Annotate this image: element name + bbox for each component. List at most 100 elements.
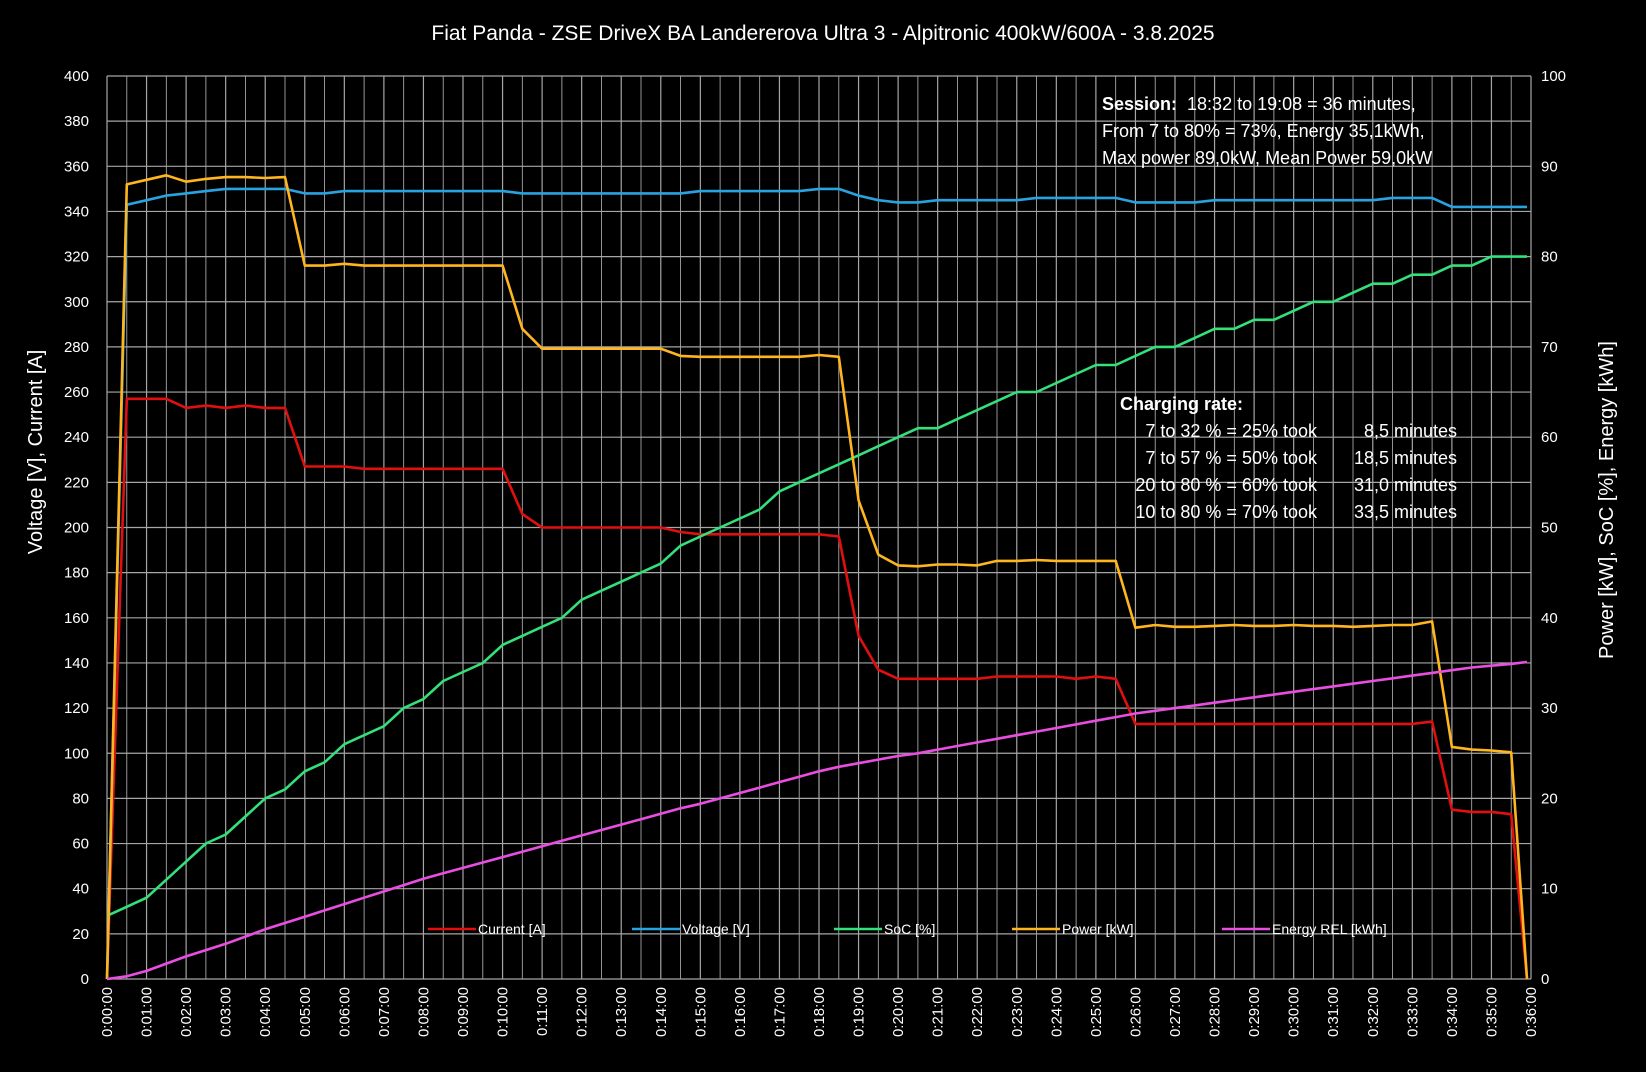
left-tick-label: 200 bbox=[64, 520, 89, 537]
chart-title: Fiat Panda - ZSE DriveX BA Landererova U… bbox=[431, 22, 1214, 45]
right-tick-label: 20 bbox=[1541, 790, 1558, 807]
right-tick-label: 50 bbox=[1541, 520, 1558, 537]
x-tick-label: 0:21:00 bbox=[930, 987, 947, 1037]
session-label: Session: bbox=[1102, 94, 1177, 114]
x-tick-label: 0:25:00 bbox=[1088, 987, 1105, 1037]
series-line-soc bbox=[106, 255, 1527, 917]
left-tick-label: 160 bbox=[64, 610, 89, 627]
left-tick-label: 280 bbox=[64, 339, 89, 356]
x-tick-label: 0:24:00 bbox=[1048, 987, 1065, 1037]
left-tick-label: 0 bbox=[81, 971, 89, 988]
x-tick-label: 0:05:00 bbox=[297, 987, 314, 1037]
legend: Current [A] Voltage [V] SoC [%] Power [kW] E… bbox=[428, 921, 1387, 937]
left-tick-label: 20 bbox=[72, 926, 89, 943]
right-axis-label: Power [kW], SoC [%], Energy [kWh] bbox=[1596, 341, 1618, 659]
session-line-2: From 7 to 80% = 73%, Energy 35,1kWh, bbox=[1102, 121, 1425, 141]
x-tick-label: 0:15:00 bbox=[692, 987, 709, 1037]
left-tick-label: 100 bbox=[64, 745, 89, 762]
x-tick-label: 0:04:00 bbox=[257, 987, 274, 1037]
left-tick-label: 380 bbox=[64, 113, 89, 130]
x-tick-label: 0:11:00 bbox=[534, 987, 551, 1036]
x-tick-label: 0:03:00 bbox=[218, 987, 235, 1037]
right-tick-label: 30 bbox=[1541, 700, 1558, 717]
x-tick-label: 0:23:00 bbox=[1009, 987, 1026, 1037]
x-tick-label: 0:09:00 bbox=[455, 987, 472, 1037]
left-tick-label: 140 bbox=[64, 655, 89, 672]
left-tick-label: 120 bbox=[64, 700, 89, 717]
right-tick-label: 70 bbox=[1541, 339, 1558, 356]
legend-label: SoC [%] bbox=[884, 921, 935, 937]
x-tick-label: 0:12:00 bbox=[574, 987, 591, 1037]
series-line-current bbox=[105, 397, 1529, 980]
left-tick-label: 80 bbox=[72, 790, 89, 807]
charging-rate-time: 18,5 minutes bbox=[1354, 448, 1457, 468]
left-tick-label: 400 bbox=[64, 68, 89, 85]
left-tick-label: 240 bbox=[64, 429, 89, 446]
x-tick-label: 0:10:00 bbox=[495, 987, 512, 1037]
series-line-power bbox=[105, 174, 1529, 980]
x-tick-label: 0:19:00 bbox=[851, 987, 868, 1037]
left-tick-label: 340 bbox=[64, 203, 89, 220]
charging-rate-range: 7 to 32 % = 25% took bbox=[1145, 421, 1318, 441]
session-line-1: Session: 18:32 to 19:08 = 36 minutes, bbox=[1102, 94, 1416, 114]
x-tick-label: 0:01:00 bbox=[139, 987, 156, 1037]
left-tick-label: 320 bbox=[64, 249, 89, 266]
legend-label: Energy REL [kWh] bbox=[1272, 921, 1387, 937]
x-tick-label: 0:27:00 bbox=[1167, 987, 1184, 1037]
x-tick-label: 0:33:00 bbox=[1404, 987, 1421, 1037]
left-axis-label: Voltage [V], Current [A] bbox=[25, 350, 47, 555]
x-tick-label: 0:30:00 bbox=[1286, 987, 1303, 1037]
x-tick-label: 0:29:00 bbox=[1246, 987, 1263, 1037]
x-tick-label: 0:36:00 bbox=[1523, 987, 1540, 1037]
session-line-1-rest: 18:32 to 19:08 = 36 minutes, bbox=[1177, 94, 1416, 114]
x-tick-label: 0:02:00 bbox=[178, 987, 195, 1037]
x-tick-label: 0:26:00 bbox=[1127, 987, 1144, 1037]
x-tick-label: 0:35:00 bbox=[1483, 987, 1500, 1037]
charging-rate-time: 8,5 minutes bbox=[1364, 421, 1457, 441]
x-tick-label: 0:17:00 bbox=[771, 987, 788, 1037]
x-tick-label: 0:32:00 bbox=[1365, 987, 1382, 1037]
x-tick-label: 0:16:00 bbox=[732, 987, 749, 1037]
x-tick-label: 0:31:00 bbox=[1325, 987, 1342, 1037]
legend-label: Current [A] bbox=[478, 921, 546, 937]
right-tick-label: 40 bbox=[1541, 610, 1558, 627]
series-line-energy bbox=[106, 660, 1528, 981]
charging-rate-annotation: Charging rate: 7 to 32 % = 25% took 8,5 … bbox=[1120, 394, 1457, 522]
left-tick-label: 260 bbox=[64, 384, 89, 401]
grid bbox=[106, 75, 1532, 980]
x-tick-label: 0:28:00 bbox=[1207, 987, 1224, 1037]
charging-rate-label: Charging rate: bbox=[1120, 394, 1243, 414]
right-tick-label: 10 bbox=[1541, 881, 1558, 898]
x-tick-label: 0:00:00 bbox=[99, 987, 116, 1037]
x-tick-label: 0:18:00 bbox=[811, 987, 828, 1037]
left-tick-label: 300 bbox=[64, 294, 89, 311]
charging-rate-range: 7 to 57 % = 50% took bbox=[1145, 448, 1318, 468]
x-tick-label: 0:08:00 bbox=[415, 987, 432, 1037]
charging-rate-time: 31,0 minutes bbox=[1354, 475, 1457, 495]
right-tick-label: 100 bbox=[1541, 68, 1566, 85]
series-lines bbox=[105, 174, 1529, 981]
x-tick-label: 0:20:00 bbox=[890, 987, 907, 1037]
left-tick-labels: 0 20 40 60 80 100 120 140 160 180 200 220 240 260 280 3… bbox=[64, 68, 89, 988]
right-tick-label: 60 bbox=[1541, 429, 1558, 446]
x-tick-label: 0:07:00 bbox=[376, 987, 393, 1037]
left-tick-label: 60 bbox=[72, 836, 89, 853]
charging-rate-range: 20 to 80 % = 60% took bbox=[1135, 475, 1318, 495]
right-tick-labels: 0 10 20 30 40 50 60 70 80 90 100 bbox=[1541, 68, 1566, 988]
x-tick-label: 0:34:00 bbox=[1444, 987, 1461, 1037]
left-tick-label: 180 bbox=[64, 565, 89, 582]
right-tick-label: 80 bbox=[1541, 249, 1558, 266]
x-tick-labels: 0:00:00 0:01:00 0:02:00 0:03:00 0:04:00 0:05:… bbox=[99, 987, 1540, 1037]
left-tick-label: 220 bbox=[64, 474, 89, 491]
session-line-3: Max power 89,0kW, Mean Power 59,0kW bbox=[1102, 148, 1432, 168]
charging-rate-time: 33,5 minutes bbox=[1354, 502, 1457, 522]
session-annotation: Session: 18:32 to 19:08 = 36 minutes, Fr… bbox=[1102, 94, 1432, 168]
legend-label: Voltage [V] bbox=[682, 921, 750, 937]
right-tick-label: 0 bbox=[1541, 971, 1549, 988]
legend-label: Power [kW] bbox=[1062, 921, 1134, 937]
x-tick-label: 0:22:00 bbox=[969, 987, 986, 1037]
left-tick-label: 40 bbox=[72, 881, 89, 898]
x-tick-label: 0:06:00 bbox=[336, 987, 353, 1037]
